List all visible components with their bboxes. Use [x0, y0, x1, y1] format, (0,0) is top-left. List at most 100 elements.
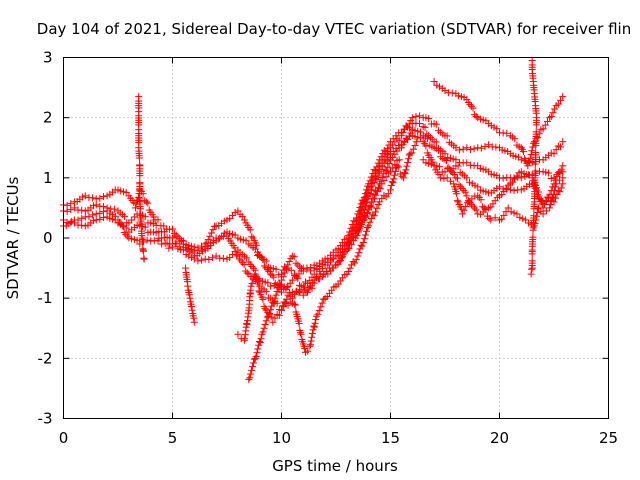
data-point — [320, 295, 328, 303]
data-point — [471, 204, 479, 212]
data-point — [556, 188, 564, 196]
data-point — [465, 198, 473, 206]
data-point — [169, 243, 176, 251]
y-tick-label: -1 — [38, 289, 53, 307]
data-point — [85, 213, 93, 221]
data-point — [463, 144, 471, 152]
data-point — [249, 359, 257, 367]
data-point — [450, 180, 458, 188]
data-point — [382, 149, 390, 157]
data-point — [78, 206, 86, 214]
data-point — [310, 270, 318, 278]
data-point — [347, 240, 355, 248]
x-tick-label: 10 — [272, 429, 291, 447]
data-point — [152, 221, 160, 229]
data-point — [205, 255, 213, 263]
data-point — [67, 200, 75, 208]
data-point — [477, 196, 485, 204]
data-point — [287, 266, 295, 274]
x-tick-label: 15 — [381, 429, 400, 447]
data-point — [276, 281, 284, 289]
data-point — [271, 294, 279, 302]
data-point — [413, 138, 421, 146]
data-point — [139, 238, 147, 246]
data-point — [190, 255, 198, 263]
data-point — [430, 162, 438, 170]
data-point — [288, 252, 296, 260]
data-point — [423, 130, 431, 138]
data-point — [251, 354, 259, 362]
data-point — [259, 295, 267, 303]
data-point — [412, 113, 420, 121]
data-point — [511, 135, 519, 143]
data-point — [380, 153, 388, 161]
x-tick-labels: 0 5 10 15 20 25 — [59, 429, 618, 447]
data-point — [441, 156, 449, 164]
data-point — [165, 244, 173, 252]
data-point — [295, 319, 303, 327]
data-point — [70, 204, 78, 212]
data-point — [281, 299, 289, 307]
data-point — [323, 268, 331, 276]
data-point — [110, 205, 118, 213]
data-point — [516, 213, 524, 221]
data-point — [246, 226, 254, 234]
x-tick-label: 5 — [168, 429, 178, 447]
data-point — [291, 301, 299, 309]
data-point — [477, 144, 485, 152]
data-point — [559, 174, 567, 182]
data-point — [172, 240, 180, 248]
data-point — [377, 159, 385, 167]
data-point — [257, 335, 265, 343]
data-point — [474, 192, 482, 200]
data-point — [425, 115, 433, 123]
x-tick-label: 0 — [59, 429, 69, 447]
data-point — [531, 160, 539, 168]
data-point — [454, 162, 462, 170]
data-point — [557, 184, 565, 192]
y-tick-label: 1 — [43, 169, 53, 187]
data-point — [261, 305, 269, 313]
data-point — [216, 234, 224, 242]
data-point — [315, 275, 323, 283]
x-tick-label: 25 — [599, 429, 618, 447]
data-point — [315, 307, 323, 315]
data-point — [308, 333, 316, 341]
data-point — [176, 243, 184, 251]
data-point — [539, 210, 547, 218]
data-point — [556, 170, 564, 178]
data-point — [178, 236, 186, 244]
y-axis-label: SDTVAR / TECUs — [4, 176, 22, 299]
data-point — [506, 186, 514, 194]
data-point — [441, 150, 449, 158]
data-point — [139, 247, 147, 255]
data-point — [158, 240, 166, 248]
data-point — [366, 218, 374, 226]
data-point — [382, 173, 390, 181]
data-point — [385, 160, 393, 168]
data-point — [198, 245, 206, 253]
data-point — [365, 222, 373, 230]
data-point — [304, 288, 312, 296]
data-point — [373, 204, 381, 212]
data-point — [533, 208, 541, 216]
data-point — [389, 164, 397, 172]
data-point — [470, 145, 478, 153]
data-point — [223, 231, 231, 239]
data-point — [306, 341, 314, 349]
data-point — [504, 204, 512, 212]
data-point — [170, 229, 178, 237]
data-point — [450, 171, 458, 179]
data-point — [437, 174, 445, 182]
data-point — [251, 270, 259, 278]
data-point — [141, 213, 149, 221]
data-point — [360, 200, 368, 208]
data-point — [400, 174, 408, 182]
data-point — [295, 281, 303, 289]
data-point — [493, 125, 501, 133]
data-point — [240, 261, 248, 269]
data-point — [254, 280, 262, 288]
data-point — [311, 319, 319, 327]
data-point — [403, 162, 411, 170]
